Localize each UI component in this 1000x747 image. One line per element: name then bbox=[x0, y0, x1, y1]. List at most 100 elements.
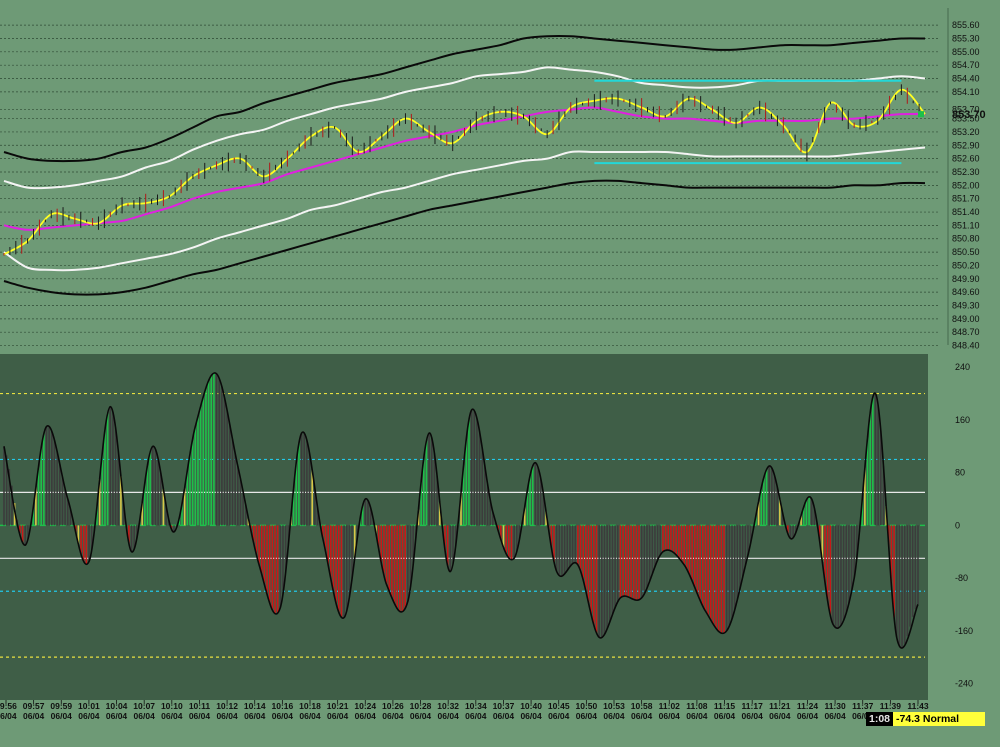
time-tick-label: 11:21 bbox=[769, 701, 791, 711]
time-axis-background bbox=[0, 700, 1000, 742]
oscillator-tick-label: 160 bbox=[955, 415, 970, 425]
date-tick-label: 06/04 bbox=[438, 711, 460, 721]
date-tick-label: 06/04 bbox=[742, 711, 764, 721]
time-tick-label: 10:40 bbox=[520, 701, 542, 711]
time-tick-label: 11:37 bbox=[852, 701, 874, 711]
price-tick-label: 850.20 bbox=[952, 260, 980, 270]
time-tick-label: 11:30 bbox=[824, 701, 846, 711]
oscillator-histogram bbox=[3, 373, 919, 648]
time-tick-label: 10:18 bbox=[299, 701, 321, 711]
oscillator-line bbox=[3, 372, 919, 649]
price-tick-label: 852.90 bbox=[952, 140, 980, 150]
time-tick-label: 10:10 bbox=[161, 701, 183, 711]
oscillator-background bbox=[0, 354, 928, 700]
price-tick-label: 853.20 bbox=[952, 127, 980, 137]
date-tick-label: 06/04 bbox=[797, 711, 819, 721]
time-tick-label: 09:57 bbox=[23, 701, 45, 711]
time-tick-label: 10:50 bbox=[575, 701, 597, 711]
status-number: -74.3 bbox=[896, 713, 920, 725]
date-tick-label: 06/04 bbox=[852, 711, 874, 721]
time-tick-label: 10:24 bbox=[354, 701, 376, 711]
time-tick-label: 09:56 bbox=[0, 701, 17, 711]
date-tick-label: 06/04 bbox=[382, 711, 404, 721]
price-tick-label: 852.00 bbox=[952, 180, 980, 190]
date-tick-label: 06/04 bbox=[603, 711, 625, 721]
time-tick-label: 10:26 bbox=[382, 701, 404, 711]
time-tick-label: 11:15 bbox=[714, 701, 736, 711]
date-tick-label: 06/04 bbox=[686, 711, 708, 721]
price-tick-label: 855.00 bbox=[952, 47, 980, 57]
lower-outer-band bbox=[3, 179, 926, 296]
date-tick-label: 06/04 bbox=[161, 711, 183, 721]
date-tick-label: 06/04 bbox=[189, 711, 211, 721]
date-tick-label: 06/04 bbox=[769, 711, 791, 721]
oscillator-panel[interactable]: 240 160 80 0 -80 -160 -240 bbox=[0, 354, 1000, 700]
time-tick-label: 10:34 bbox=[465, 701, 487, 711]
time-tick-label: 11:17 bbox=[742, 701, 764, 711]
oscillator-tick-label: -240 bbox=[955, 679, 973, 689]
time-tick-label: 10:12 bbox=[216, 701, 238, 711]
price-tick-label: 852.60 bbox=[952, 154, 980, 164]
status-time: 1:08 bbox=[866, 712, 894, 726]
price-tick-label: 850.50 bbox=[952, 247, 980, 257]
upper-outer-band bbox=[3, 35, 926, 163]
current-price-label: 853.70 bbox=[952, 109, 986, 121]
oscillator-axis-background bbox=[928, 354, 1000, 700]
price-tick-label: 849.30 bbox=[952, 300, 980, 310]
date-tick-label: 06/04 bbox=[714, 711, 736, 721]
time-tick-label: 09:59 bbox=[50, 701, 72, 711]
price-panel[interactable]: 855.60 855.30 855.00 854.70 854.40 854.10 853.… bbox=[0, 0, 1000, 354]
date-tick-label: 06/04 bbox=[272, 711, 294, 721]
status-label: Normal bbox=[922, 713, 960, 725]
oscillator-tick-label: 80 bbox=[955, 468, 965, 478]
date-tick-label: 06/04 bbox=[106, 711, 128, 721]
time-tick-label: 10:53 bbox=[603, 701, 625, 711]
time-tick-label: 10:28 bbox=[410, 701, 432, 711]
time-tick-label: 11:02 bbox=[659, 701, 681, 711]
date-tick-label: 06/04 bbox=[244, 711, 266, 721]
date-tick-label: 06/04 bbox=[520, 711, 542, 721]
time-tick-label: 10:16 bbox=[271, 701, 293, 711]
price-tick-label: 852.30 bbox=[952, 167, 980, 177]
time-tick-label: 10:21 bbox=[327, 701, 349, 711]
price-tick-label: 853.50 bbox=[952, 114, 980, 124]
time-tick-label: 10:14 bbox=[244, 701, 266, 711]
price-bars bbox=[3, 84, 920, 256]
date-tick-label: 06/04 bbox=[134, 711, 156, 721]
time-tick-label: 10:07 bbox=[133, 701, 155, 711]
date-tick-label: 06/04 bbox=[355, 711, 377, 721]
date-tick-label: 06/04 bbox=[631, 711, 653, 721]
time-tick-label: 11:43 bbox=[907, 701, 929, 711]
date-tick-label: 06/04 bbox=[576, 711, 598, 721]
date-tick-label: 06/04 bbox=[410, 711, 432, 721]
time-tick-label: 10:32 bbox=[437, 701, 459, 711]
time-tick-label: 10:37 bbox=[493, 701, 515, 711]
price-tick-label: 854.40 bbox=[952, 74, 980, 84]
time-tick-label: 11:39 bbox=[880, 701, 902, 711]
price-tick-label: 850.80 bbox=[952, 234, 980, 244]
date-tick-label: 06/04 bbox=[51, 711, 73, 721]
oscillator-tick-label: 0 bbox=[955, 520, 960, 530]
date-tick-label: 06/04 bbox=[216, 711, 238, 721]
date-tick-label: 06/04 bbox=[299, 711, 321, 721]
time-tick-label: 10:01 bbox=[78, 701, 100, 711]
time-tick-label: 10:11 bbox=[189, 701, 211, 711]
time-tick-label: 10:58 bbox=[631, 701, 653, 711]
date-tick-label: 06/04 bbox=[465, 711, 487, 721]
price-tick-label: 851.40 bbox=[952, 207, 980, 217]
date-tick-label: 06/04 bbox=[78, 711, 100, 721]
time-tick-label: 10:04 bbox=[106, 701, 128, 711]
price-tick-label: 849.90 bbox=[952, 274, 980, 284]
price-background bbox=[0, 0, 1000, 354]
current-price-marker bbox=[918, 111, 924, 118]
status-value: -74.3 Normal bbox=[893, 712, 986, 726]
price-tick-label: 853.70 bbox=[952, 105, 980, 115]
status-readout: 1:08 -74.3 Normal bbox=[866, 712, 986, 726]
price-tick-label: 849.00 bbox=[952, 314, 980, 324]
date-tick-label: 06/04 bbox=[23, 711, 45, 721]
oscillator-tick-label: 240 bbox=[955, 362, 970, 372]
date-tick-label: 06/04 bbox=[493, 711, 515, 721]
price-tick-label: 854.10 bbox=[952, 87, 980, 97]
